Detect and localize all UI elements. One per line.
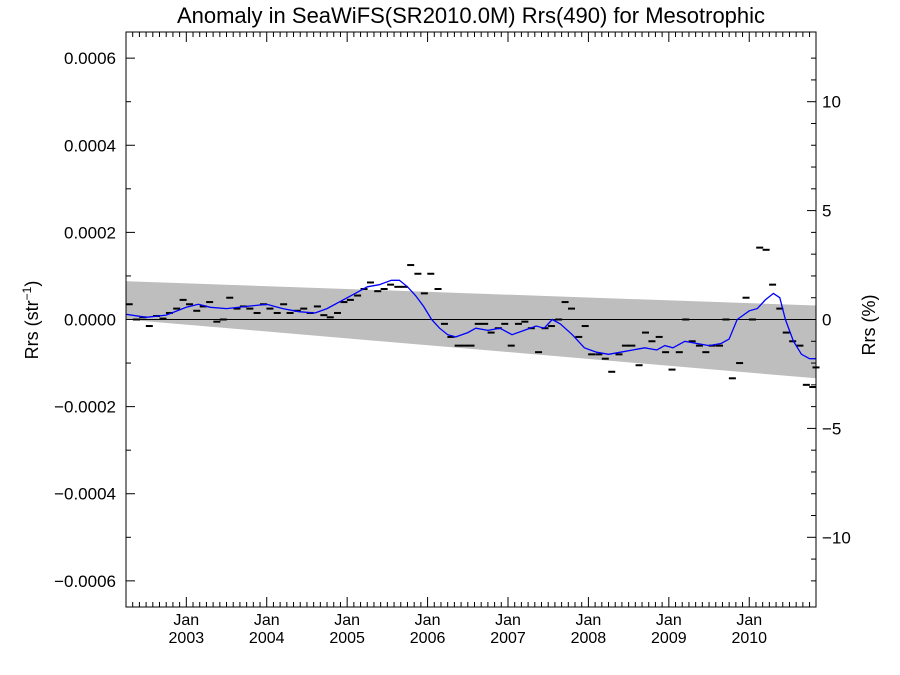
left-axis-label-main: Rrs (str [22, 300, 42, 359]
x-tick-month-label: Jan [736, 612, 762, 629]
x-tick-year-label: 2005 [329, 630, 365, 647]
confidence-band-layer [126, 281, 816, 379]
left-axis-label-superscript: −1 [20, 286, 34, 300]
x-tick-year-label: 2007 [490, 630, 526, 647]
running-mean-layer [125, 279, 816, 360]
x-tick-year-label: 2004 [249, 630, 285, 647]
right-axis-ticks: 10 5 0 −5 −10 [807, 57, 851, 582]
running-mean-line [125, 279, 816, 360]
x-tick-month-label: Jan [656, 612, 682, 629]
left-tick-label: 0.0000 [64, 311, 116, 330]
right-tick-label: 10 [822, 93, 841, 112]
left-tick-label: −0.0002 [54, 398, 116, 417]
x-tick-month-label: Jan [576, 612, 602, 629]
left-tick-label: −0.0006 [54, 572, 116, 591]
right-axis-label: Rrs (%) [859, 295, 879, 356]
left-tick-label: 0.0002 [64, 223, 116, 242]
right-tick-label: −10 [822, 528, 851, 547]
left-tick-label: −0.0004 [54, 485, 116, 504]
right-tick-label: 5 [822, 202, 831, 221]
x-tick-year-label: 2009 [651, 630, 687, 647]
left-axis-ticks: 0.0006 0.0004 0.0002 0.0000 −0.0002 −0.0004 −0… [54, 49, 135, 591]
right-tick-label: −5 [822, 419, 841, 438]
monthly-points-layer [125, 246, 820, 389]
x-tick-month-label: Jan [254, 612, 280, 629]
left-axis-label-end: ) [22, 281, 42, 287]
x-tick-year-label: 2003 [169, 630, 205, 647]
x-tick-year-label: 2008 [571, 630, 607, 647]
left-tick-label: 0.0004 [64, 136, 116, 155]
x-tick-year-label: 2006 [410, 630, 446, 647]
x-tick-month-label: Jan [173, 612, 199, 629]
confidence-band [126, 281, 816, 379]
x-tick-month-label: Jan [415, 612, 441, 629]
chart-title: Anomaly in SeaWiFS(SR2010.0M) Rrs(490) f… [177, 3, 765, 28]
x-axis-ticks: Jan2003Jan2004Jan2005Jan2006Jan2007Jan20… [125, 32, 811, 647]
left-axis-label: Rrs (str−1) [20, 281, 42, 360]
x-tick-month-label: Jan [334, 612, 360, 629]
x-tick-year-label: 2010 [731, 630, 767, 647]
x-tick-month-label: Jan [495, 612, 521, 629]
left-tick-label: 0.0006 [64, 49, 116, 68]
right-tick-label: 0 [822, 311, 831, 330]
